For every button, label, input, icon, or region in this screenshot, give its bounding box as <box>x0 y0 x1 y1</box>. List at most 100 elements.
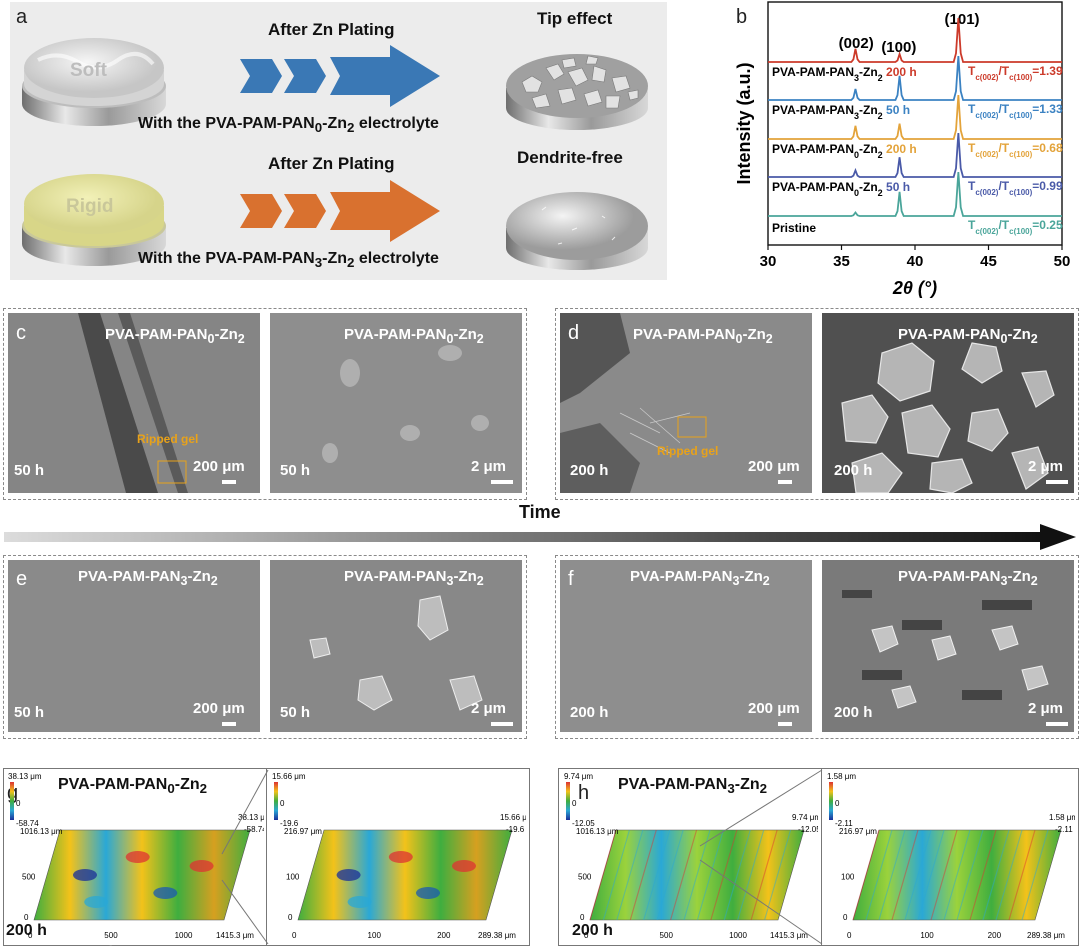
y-zero-label: 0 <box>24 913 29 922</box>
title-text: PVA-PAM-PAN <box>898 568 1001 585</box>
x-tick-label: 500 <box>660 931 674 940</box>
y-zero-label: 0 <box>288 913 293 922</box>
sem-title: PVA-PAM-PAN0-Zn2 <box>105 326 245 346</box>
colorbar-max: 15.66 μm <box>272 772 306 781</box>
z-bottom-label: -12.05 <box>798 825 818 834</box>
panel-h-time: 200 h <box>572 922 613 939</box>
title-sub: 2 <box>762 574 770 588</box>
title-text: PVA-PAM-PAN <box>58 776 168 793</box>
title-text: -Zn <box>174 776 200 793</box>
peak-label: (002) <box>839 35 874 52</box>
topography-surface <box>297 829 513 921</box>
title-text: -Zn <box>1007 326 1031 343</box>
sem-title: PVA-PAM-PAN3-Zn2 <box>344 568 484 588</box>
series-line <box>768 55 1062 101</box>
title-sub: 0 <box>207 332 215 346</box>
title-sub: 2 <box>1030 574 1038 588</box>
surface-feature <box>452 860 476 872</box>
scale-bar-label: 200 μm <box>193 458 245 475</box>
caption-text: electrolyte <box>354 115 439 132</box>
x-tick-label: 200 <box>988 931 1002 940</box>
surface-stripe <box>943 829 971 921</box>
surface-stripe <box>891 829 919 921</box>
top-arrow-title: After Zn Plating <box>268 20 395 39</box>
x-axis-label: 2θ (°) <box>892 278 937 298</box>
title-text: PVA-PAM-PAN <box>344 568 447 585</box>
y-max-label: 1016.13 μm <box>20 827 63 836</box>
z-bottom-label: -19.6 <box>506 825 525 834</box>
peak-label: (101) <box>945 11 980 28</box>
surface-stripe <box>982 829 1010 921</box>
surface-stripe <box>956 829 984 921</box>
x-tick-label: 200 <box>437 931 451 940</box>
title-text: PVA-PAM-PAN <box>344 326 447 343</box>
sem-image <box>560 313 812 493</box>
sem-time: 200 h <box>570 462 609 479</box>
topography-surface <box>852 829 1062 921</box>
sem-texture <box>309 595 483 711</box>
sem-title: PVA-PAM-PAN0-Zn2 <box>898 326 1038 346</box>
legend-label: PVA-PAM-PAN3-Zn2 50 h <box>772 103 910 121</box>
title-text: -Zn <box>453 326 477 343</box>
sem-time: 50 h <box>14 704 45 721</box>
scale-bar-label: 200 μm <box>748 700 800 717</box>
surface-feature <box>84 896 109 908</box>
surface-stripe <box>852 829 880 921</box>
surface-stripe <box>878 829 906 921</box>
x-tick-label: 100 <box>368 931 382 940</box>
sem-texture <box>842 590 1049 709</box>
series-line <box>768 94 1062 140</box>
sem-texture <box>322 345 489 463</box>
surface-stripe <box>589 829 617 921</box>
panel-b-label: b <box>736 6 748 28</box>
legend-label: PVA-PAM-PAN0-Zn2 200 h <box>772 142 917 160</box>
sem-time: 50 h <box>280 704 311 721</box>
scale-bar <box>778 722 792 726</box>
sem-time: 200 h <box>834 704 873 721</box>
caption-text: With the PVA-PAM-PAN <box>138 115 315 132</box>
x-tick-label: 40 <box>907 253 924 270</box>
title-sub: 2 <box>210 574 218 588</box>
title-text: -Zn <box>739 568 763 585</box>
colorbar-min: -58.74 <box>16 819 39 828</box>
title-text: PVA-PAM-PAN <box>630 568 733 585</box>
surface-stripe <box>669 829 698 921</box>
x-tick-label: 35 <box>833 253 850 270</box>
caption-sub: 2 <box>347 120 355 136</box>
surface-feature <box>153 887 178 899</box>
scale-bar <box>778 480 792 484</box>
colorbar <box>566 782 570 820</box>
bottom-arrow-title: After Zn Plating <box>268 154 395 173</box>
sem-image <box>560 560 812 732</box>
sem-title: PVA-PAM-PAN3-Zn2 <box>630 568 770 588</box>
y-max-label: 1016.13 μm <box>576 827 619 836</box>
x-end-label: 289.38 μm <box>1027 931 1065 940</box>
title-text: PVA-PAM-PAN <box>633 326 736 343</box>
surface-stripe <box>904 829 932 921</box>
caption-sub: 0 <box>314 120 323 136</box>
panel-a-label: a <box>16 6 28 28</box>
x-tick-label: 50 <box>1054 253 1071 270</box>
scale-bar <box>1046 722 1068 726</box>
caption-text: -Zn <box>322 115 348 132</box>
colorbar <box>274 782 278 820</box>
panel-d-frame <box>555 308 1079 500</box>
legend-label: PVA-PAM-PAN0-Zn2 50 h <box>772 180 910 198</box>
sem-title: PVA-PAM-PAN0-Zn2 <box>633 326 773 346</box>
x-tick-label: 30 <box>760 253 777 270</box>
x-tick-label: 0 <box>292 931 297 940</box>
title-sub: 3 <box>732 574 740 588</box>
ratio-label: Tc(002)/Tc(100)=0.99 <box>968 179 1063 197</box>
xrd-chart: 30 35 40 45 50 2θ (°) Intensity (a.u.) (002) (10… <box>734 1 1071 298</box>
scale-bar <box>222 480 236 484</box>
colorbar-zero: 0 <box>835 799 840 808</box>
scale-bar-label: 2 μm <box>1028 458 1064 475</box>
title-sub: 0 <box>446 332 454 346</box>
x-tick-label: 100 <box>920 931 934 940</box>
sem-image <box>822 313 1074 493</box>
scale-bar <box>491 722 513 726</box>
scale-bar-label: 200 μm <box>193 700 245 717</box>
colorbar-min: -12.05 <box>572 819 595 828</box>
sem-texture <box>560 313 707 493</box>
surface-stripe <box>930 829 958 921</box>
